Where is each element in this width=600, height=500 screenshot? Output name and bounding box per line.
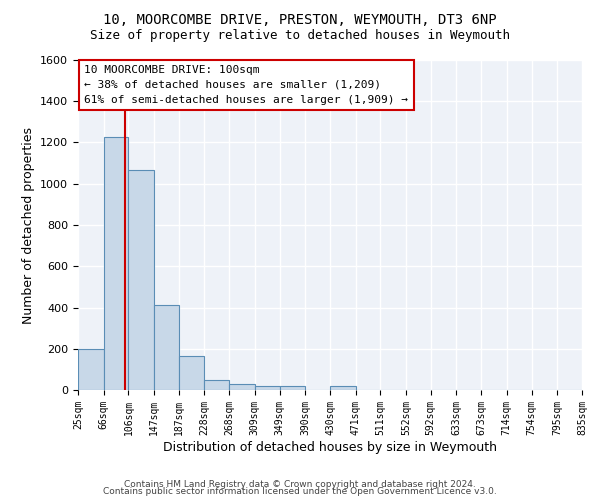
Bar (78, 349, 104, 390)
Bar (104, 138, 128, 390)
Text: Contains HM Land Registry data © Crown copyright and database right 2024.: Contains HM Land Registry data © Crown c… (124, 480, 476, 489)
Bar (179, 356, 205, 390)
Bar (229, 384, 255, 390)
Bar (154, 306, 179, 390)
Bar (128, 170, 154, 390)
Text: 10 MOORCOMBE DRIVE: 100sqm
← 38% of detached houses are smaller (1,209)
61% of s: 10 MOORCOMBE DRIVE: 100sqm ← 38% of deta… (84, 65, 408, 105)
X-axis label: Distribution of detached houses by size in Weymouth: Distribution of detached houses by size … (163, 440, 497, 454)
Bar (205, 380, 229, 390)
Text: 10, MOORCOMBE DRIVE, PRESTON, WEYMOUTH, DT3 6NP: 10, MOORCOMBE DRIVE, PRESTON, WEYMOUTH, … (103, 12, 497, 26)
Bar (255, 386, 280, 390)
Text: Size of property relative to detached houses in Weymouth: Size of property relative to detached ho… (90, 29, 510, 42)
Y-axis label: Number of detached properties: Number of detached properties (22, 126, 35, 324)
Bar (280, 386, 305, 390)
Text: Contains public sector information licensed under the Open Government Licence v3: Contains public sector information licen… (103, 488, 497, 496)
Bar (330, 386, 356, 390)
